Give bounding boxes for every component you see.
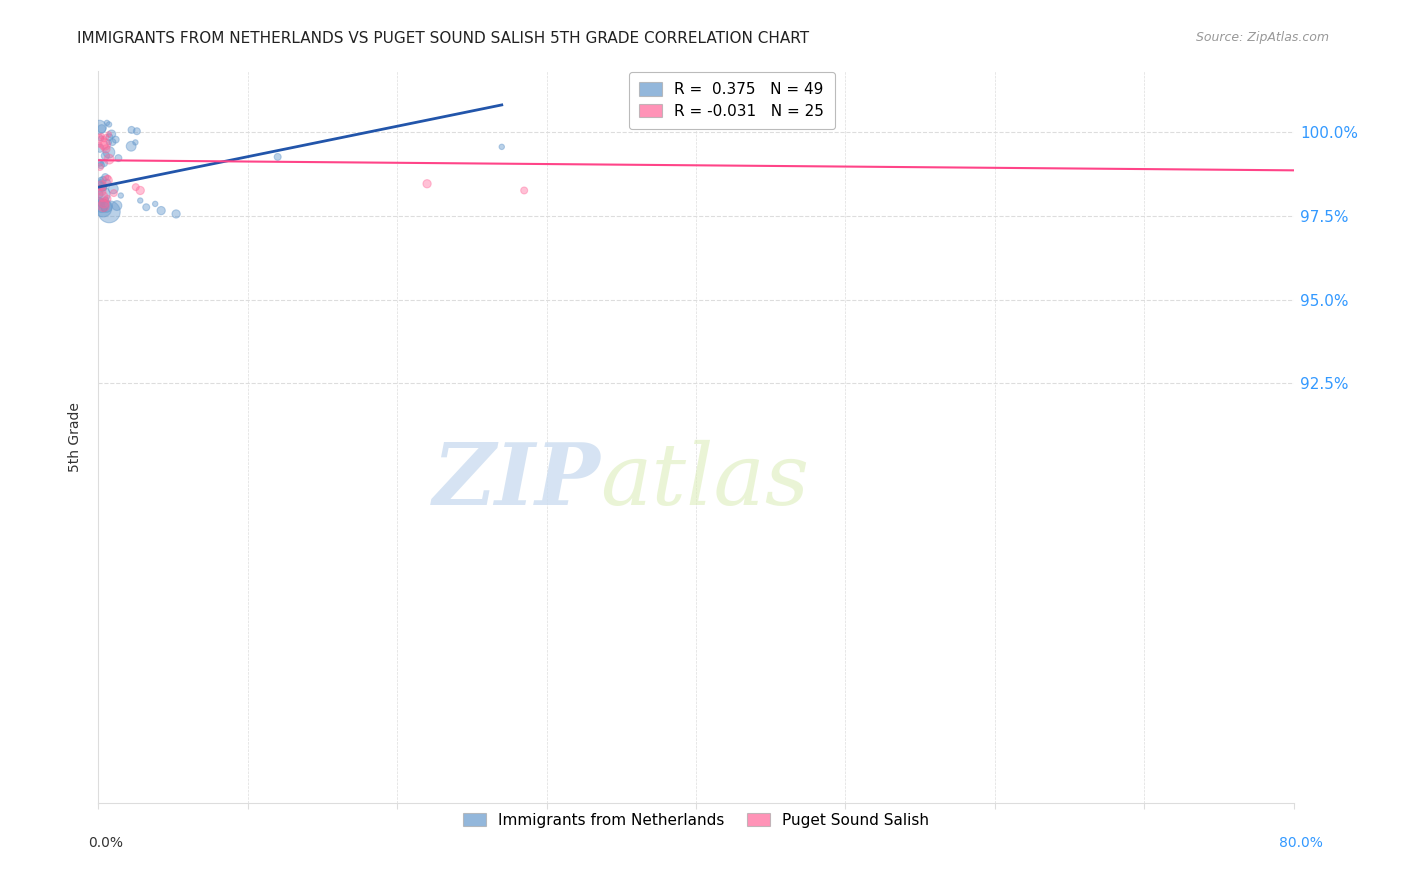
- Point: [94, 193, 117, 207]
- Point: [105, 198, 128, 212]
- Point: [100, 127, 122, 141]
- Point: [143, 197, 166, 211]
- Point: [96, 200, 118, 214]
- Point: [90, 185, 112, 199]
- Point: [135, 200, 157, 214]
- Point: [94, 142, 117, 156]
- Point: [97, 170, 120, 185]
- Point: [97, 136, 120, 150]
- Point: [513, 184, 536, 198]
- Point: [96, 116, 118, 130]
- Point: [93, 196, 115, 211]
- Point: [129, 184, 152, 198]
- Point: [90, 173, 112, 187]
- Point: [103, 186, 125, 200]
- Point: [93, 137, 115, 152]
- Point: [91, 201, 114, 215]
- Point: [93, 132, 115, 146]
- Point: [93, 199, 115, 213]
- Point: [98, 118, 121, 132]
- Point: [90, 175, 112, 189]
- Point: [89, 160, 111, 174]
- Point: [89, 194, 111, 209]
- Point: [104, 133, 127, 147]
- Point: [94, 130, 117, 145]
- Point: [129, 194, 152, 208]
- Point: [89, 130, 111, 145]
- Point: [103, 182, 125, 196]
- Point: [89, 181, 111, 195]
- Point: [90, 158, 112, 172]
- Point: [90, 131, 112, 145]
- Point: [90, 178, 112, 193]
- Point: [107, 151, 129, 165]
- Point: [89, 155, 111, 169]
- Point: [150, 203, 173, 218]
- Text: 0.0%: 0.0%: [89, 836, 122, 850]
- Point: [98, 145, 121, 160]
- Point: [94, 170, 117, 185]
- Point: [98, 204, 121, 219]
- Legend: Immigrants from Netherlands, Puget Sound Salish: Immigrants from Netherlands, Puget Sound…: [456, 805, 936, 836]
- Point: [97, 128, 120, 142]
- Y-axis label: 5th Grade: 5th Grade: [69, 402, 83, 472]
- Point: [89, 137, 111, 152]
- Point: [416, 177, 439, 191]
- Point: [90, 121, 112, 136]
- Text: ZIP: ZIP: [433, 439, 600, 523]
- Point: [89, 187, 111, 202]
- Point: [165, 207, 187, 221]
- Point: [90, 129, 112, 144]
- Point: [93, 137, 115, 152]
- Point: [267, 150, 290, 164]
- Point: [491, 140, 513, 154]
- Point: [124, 136, 146, 150]
- Point: [90, 177, 112, 191]
- Text: Source: ZipAtlas.com: Source: ZipAtlas.com: [1195, 31, 1329, 45]
- Point: [89, 120, 111, 135]
- Point: [98, 152, 121, 166]
- Point: [101, 135, 124, 149]
- Text: atlas: atlas: [600, 440, 810, 523]
- Point: [96, 176, 118, 190]
- Point: [90, 198, 112, 212]
- Point: [110, 188, 132, 202]
- Point: [93, 156, 115, 170]
- Point: [91, 189, 114, 203]
- Point: [98, 130, 121, 145]
- Point: [91, 173, 114, 187]
- Point: [97, 192, 120, 206]
- Point: [91, 180, 114, 194]
- Point: [121, 123, 143, 137]
- Point: [96, 173, 118, 187]
- Point: [93, 202, 115, 216]
- Text: 80.0%: 80.0%: [1278, 836, 1323, 850]
- Point: [125, 180, 148, 194]
- Text: IMMIGRANTS FROM NETHERLANDS VS PUGET SOUND SALISH 5TH GRADE CORRELATION CHART: IMMIGRANTS FROM NETHERLANDS VS PUGET SOU…: [77, 31, 810, 46]
- Point: [89, 141, 111, 155]
- Point: [90, 187, 112, 202]
- Point: [90, 197, 112, 211]
- Point: [120, 139, 142, 153]
- Point: [125, 124, 148, 138]
- Point: [94, 149, 117, 163]
- Point: [91, 179, 114, 194]
